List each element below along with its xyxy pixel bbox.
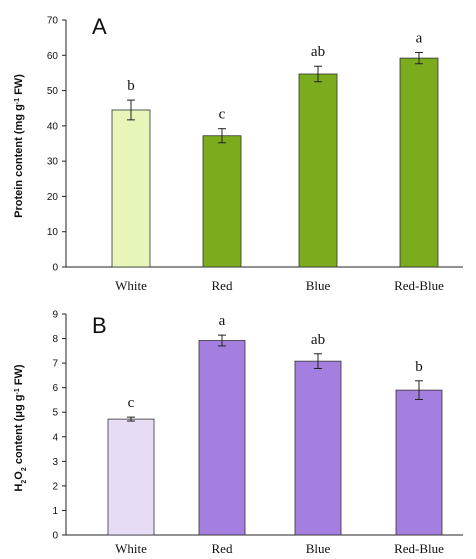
- y-tick-label: 10: [47, 227, 59, 238]
- y-tick-label: 50: [47, 86, 59, 97]
- x-category-label: Red: [212, 278, 233, 293]
- x-category-label: Red-Blue: [394, 278, 444, 293]
- significance-letter: ab: [311, 332, 325, 348]
- y-tick-label: 5: [52, 408, 58, 419]
- bar-blue: [298, 73, 338, 268]
- significance-letter: a: [219, 313, 226, 329]
- panel-label: A: [92, 14, 107, 39]
- panel-label: B: [92, 313, 107, 338]
- significance-letter: ab: [311, 44, 325, 60]
- y-tick-label: 30: [47, 157, 59, 168]
- y-axis-label-part: -1: [14, 98, 21, 104]
- x-category-label: Red-Blue: [394, 541, 444, 556]
- bar-red-blue: [399, 57, 439, 268]
- y-axis-label-part: FW): [13, 74, 25, 98]
- y-tick-label: 9: [52, 310, 58, 321]
- y-axis-label-part: O: [13, 471, 25, 480]
- x-category-label: Blue: [306, 541, 331, 556]
- y-axis-label-part: H: [13, 484, 25, 492]
- significance-letter: a: [416, 30, 423, 46]
- y-tick-label: 40: [47, 121, 59, 132]
- bar-blue: [294, 360, 342, 536]
- y-tick-label: 20: [47, 192, 59, 203]
- bar-white: [111, 109, 151, 268]
- y-axis-label-part: content (μg g: [13, 395, 25, 468]
- x-category-label: Blue: [306, 278, 331, 293]
- x-category-label: White: [115, 278, 147, 293]
- significance-letter: c: [128, 395, 135, 411]
- y-axis-label-part: Protein content (mg g: [13, 104, 25, 218]
- y-axis-label: H2O2 content (μg g-1 FW): [13, 364, 28, 491]
- y-tick-label: 2: [52, 481, 58, 492]
- y-axis-label-part: -1: [14, 388, 21, 394]
- y-tick-label: 6: [52, 383, 58, 394]
- bar-red-blue: [395, 389, 443, 536]
- y-tick-label: 60: [47, 51, 59, 62]
- significance-letter: c: [219, 107, 226, 123]
- bar-red: [198, 340, 246, 536]
- bar-white: [107, 418, 155, 536]
- y-tick-label: 8: [52, 334, 58, 345]
- y-tick-label: 70: [47, 16, 59, 27]
- y-tick-label: 1: [52, 506, 58, 517]
- y-tick-label: 3: [52, 457, 58, 468]
- chart-panel-a: 0 10 20 30 40 50 60 70 Protein content (mg g-1 F…: [13, 14, 463, 293]
- y-axis-label-part: 2: [21, 480, 28, 484]
- y-tick-label: 0: [52, 531, 58, 542]
- bar-red: [202, 135, 242, 268]
- y-tick-label: 0: [52, 263, 58, 274]
- significance-letter: b: [415, 359, 423, 375]
- significance-letter: b: [127, 78, 135, 94]
- x-category-label: White: [115, 541, 147, 556]
- x-category-label: Red: [212, 541, 233, 556]
- y-tick-label: 7: [52, 359, 58, 370]
- y-tick-label: 4: [52, 432, 58, 443]
- y-axis-label: Protein content (mg g-1 FW): [13, 74, 25, 218]
- y-axis-label-part: 2: [21, 467, 28, 471]
- y-axis-label-part: FW): [13, 364, 25, 388]
